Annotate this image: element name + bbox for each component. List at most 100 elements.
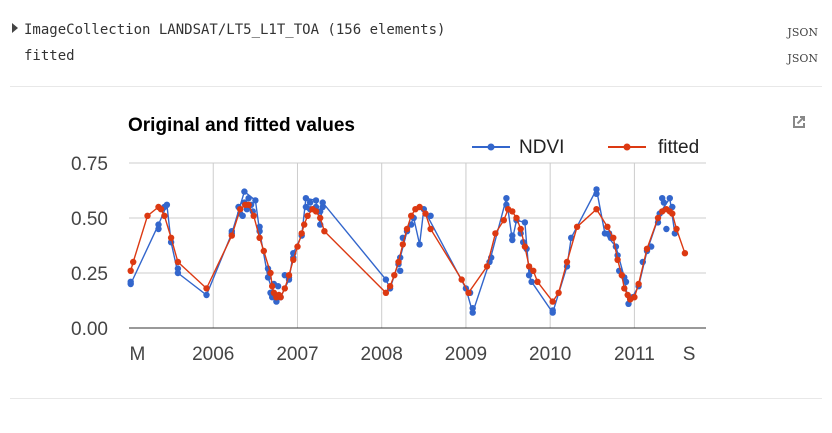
data-point (256, 223, 263, 230)
data-point (618, 272, 625, 279)
data-point (298, 230, 305, 237)
data-point (530, 267, 537, 274)
data-point (666, 195, 673, 202)
series-line (130, 187, 676, 315)
data-point (241, 188, 248, 195)
data-point (203, 291, 210, 299)
data-point (127, 267, 134, 274)
data-point (610, 234, 617, 241)
data-point (174, 258, 182, 266)
y-tick-label: 0.25 (71, 264, 108, 285)
data-point (465, 289, 472, 296)
data-point (237, 206, 244, 213)
data-point (269, 283, 276, 290)
y-tick-label: 0.75 (71, 154, 108, 175)
x-tick-label: 2007 (276, 344, 318, 365)
data-point (256, 234, 263, 241)
data-point (382, 276, 390, 283)
legend: NDVI fitted (472, 137, 699, 158)
data-point (203, 285, 210, 292)
x-tick-label: 2011 (614, 344, 655, 365)
data-point (563, 258, 571, 266)
x-tick-label: 2009 (445, 344, 487, 365)
data-point (492, 230, 499, 237)
data-point (573, 223, 581, 230)
data-point (681, 250, 689, 257)
data-point (228, 232, 235, 239)
data-point (593, 190, 600, 197)
series-ndvi (127, 186, 678, 316)
data-point (321, 228, 328, 235)
data-point (174, 269, 182, 277)
open-in-new-icon[interactable] (790, 113, 808, 131)
divider (10, 398, 822, 399)
data-point (273, 298, 280, 305)
data-point (399, 241, 406, 248)
data-point (281, 285, 288, 292)
console-row-text: ImageCollection LANDSAT/LT5_L1T_TOA (156… (24, 22, 446, 38)
data-point (267, 269, 274, 277)
data-point (277, 294, 284, 301)
data-point (408, 212, 415, 219)
data-point (290, 256, 297, 263)
data-point (621, 285, 628, 292)
data-point (549, 309, 556, 316)
data-point (312, 197, 320, 204)
data-point (302, 195, 310, 202)
triangle-right-icon[interactable] (12, 23, 18, 33)
data-point (306, 199, 314, 206)
data-point (521, 243, 529, 250)
data-point (161, 212, 168, 219)
data-point (521, 219, 529, 226)
x-tick-label: 2006 (192, 344, 234, 365)
data-point (635, 280, 642, 288)
data-point (500, 217, 507, 224)
data-point (386, 283, 394, 290)
console-row-imagecollection[interactable]: ImageCollection LANDSAT/LT5_L1T_TOA (156… (10, 20, 822, 44)
data-point (319, 203, 326, 211)
data-point (250, 212, 257, 219)
data-point (549, 298, 556, 305)
data-point (304, 212, 311, 219)
data-point (614, 256, 621, 263)
data-point (391, 272, 398, 279)
chart: Original and fitted values 0.000.250.500… (71, 115, 706, 365)
data-point (427, 212, 434, 219)
data-point (245, 201, 252, 208)
series-fitted (127, 201, 689, 305)
console-row-text: fitted (24, 48, 75, 64)
data-point (517, 225, 524, 233)
data-point (130, 258, 137, 266)
data-point (503, 195, 510, 202)
data-point (469, 309, 476, 316)
y-tick-label: 0.00 (71, 319, 108, 340)
legend-fitted-marker (623, 143, 631, 151)
data-point (631, 294, 638, 301)
data-point (397, 267, 404, 274)
data-point (157, 206, 165, 213)
data-point (285, 272, 293, 279)
data-point (274, 283, 282, 290)
json-link[interactable]: JSON (787, 52, 818, 65)
data-point (382, 289, 390, 296)
chart-title: Original and fitted values (128, 115, 355, 136)
data-point (534, 278, 541, 285)
data-point (604, 223, 611, 230)
legend-fitted-label: fitted (658, 137, 699, 158)
data-point (660, 199, 668, 206)
data-point (513, 214, 520, 222)
y-axis-ticks: 0.00 0.25 0.50 0.75 (71, 154, 108, 340)
divider (10, 86, 822, 87)
data-point (155, 225, 162, 233)
json-link[interactable]: JSON (787, 26, 818, 39)
data-point (622, 278, 630, 285)
x-axis-ticks: M 2006 2007 2008 2009 2010 2011 S (130, 344, 696, 365)
data-point (528, 278, 535, 285)
x-tick-label: 2010 (529, 344, 571, 365)
data-point (422, 210, 429, 217)
data-point (144, 212, 151, 219)
data-point (245, 195, 252, 202)
data-point (301, 221, 308, 228)
data-point (469, 305, 476, 312)
data-point (654, 214, 662, 222)
